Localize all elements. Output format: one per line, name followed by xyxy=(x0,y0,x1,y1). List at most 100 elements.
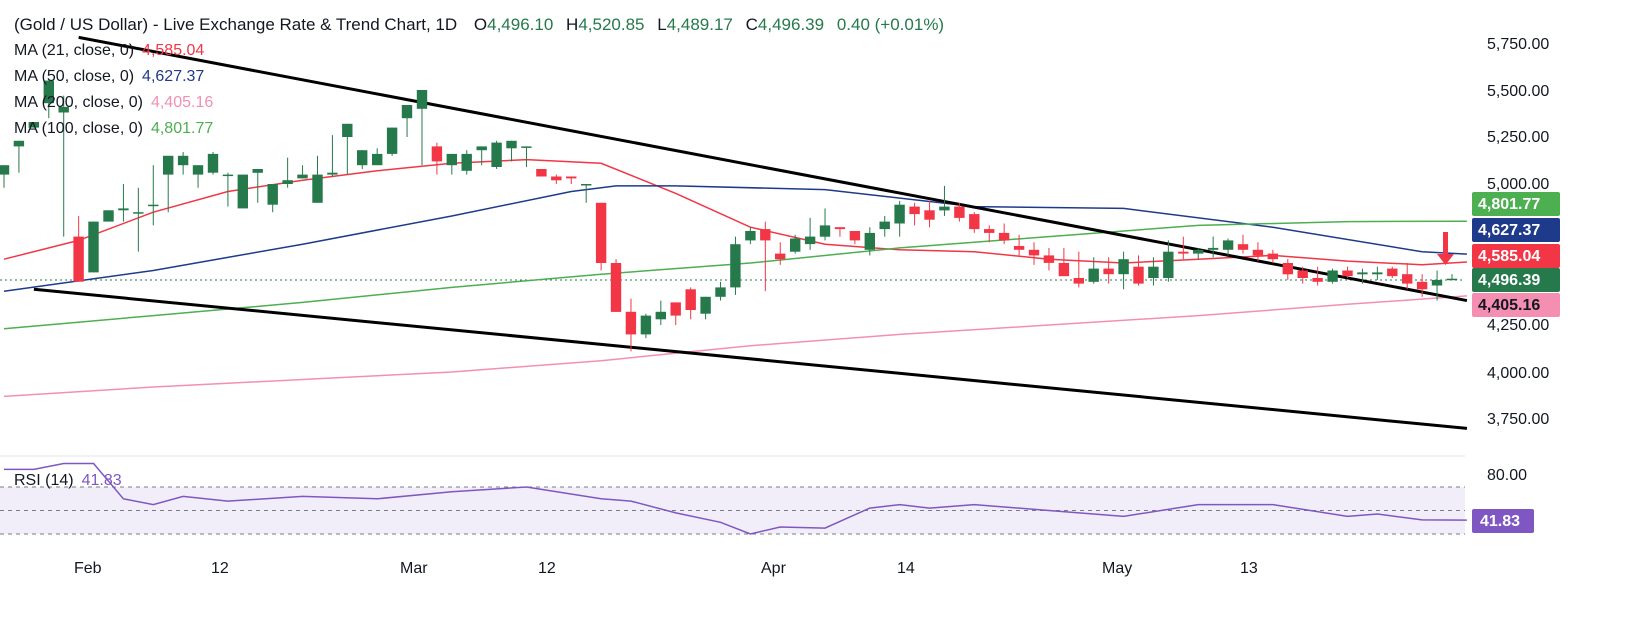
candle[interactable] xyxy=(984,225,995,243)
candle[interactable] xyxy=(536,168,547,177)
candle[interactable] xyxy=(43,80,54,119)
candle[interactable] xyxy=(13,140,25,173)
candle[interactable] xyxy=(1148,257,1159,286)
candle[interactable] xyxy=(685,287,696,320)
candle[interactable] xyxy=(819,208,831,241)
candle[interactable] xyxy=(1372,266,1383,280)
candle[interactable] xyxy=(177,152,189,175)
candle[interactable] xyxy=(566,176,577,184)
candle[interactable] xyxy=(640,313,652,339)
candle[interactable] xyxy=(1267,249,1278,263)
candle[interactable] xyxy=(954,202,965,222)
candle[interactable] xyxy=(103,210,114,222)
candle[interactable] xyxy=(894,200,905,237)
candle[interactable] xyxy=(1431,270,1443,301)
candle[interactable] xyxy=(581,184,592,203)
candle[interactable] xyxy=(864,227,875,256)
candle[interactable] xyxy=(551,174,562,184)
candle[interactable] xyxy=(222,172,234,207)
candle[interactable] xyxy=(1252,242,1264,262)
candle[interactable] xyxy=(431,142,443,175)
candle[interactable] xyxy=(670,302,681,325)
candle[interactable] xyxy=(372,148,383,166)
candle[interactable] xyxy=(491,140,502,169)
candle[interactable] xyxy=(267,184,278,213)
candle[interactable] xyxy=(416,90,428,166)
candle[interactable] xyxy=(1312,266,1323,286)
ma21-legend[interactable]: MA (21, close, 0) 4,585.04 xyxy=(14,42,204,59)
candle[interactable] xyxy=(446,153,457,175)
candle[interactable] xyxy=(969,212,980,233)
candle[interactable] xyxy=(655,300,666,325)
candle[interactable] xyxy=(760,221,771,292)
candle[interactable] xyxy=(1073,251,1084,288)
candle[interactable] xyxy=(1088,257,1099,284)
ma50-legend[interactable]: MA (50, close, 0) 4,627.37 xyxy=(14,68,204,85)
candle[interactable] xyxy=(998,223,1010,245)
candle[interactable] xyxy=(506,140,517,162)
candle[interactable] xyxy=(700,296,711,320)
candle[interactable] xyxy=(1103,257,1114,284)
candle[interactable] xyxy=(1402,262,1413,290)
candle[interactable] xyxy=(1178,236,1189,260)
candle[interactable] xyxy=(401,105,413,137)
candle[interactable] xyxy=(595,202,607,271)
candle[interactable] xyxy=(745,227,756,245)
candle[interactable] xyxy=(924,200,935,228)
candle[interactable] xyxy=(118,184,129,222)
candle[interactable] xyxy=(386,127,398,156)
candle[interactable] xyxy=(804,217,816,250)
candle[interactable] xyxy=(1416,274,1428,297)
candle[interactable] xyxy=(521,146,532,168)
candle[interactable] xyxy=(297,165,308,179)
candle[interactable] xyxy=(28,121,39,128)
candle[interactable] xyxy=(610,259,622,312)
candle[interactable] xyxy=(342,123,353,175)
candle[interactable] xyxy=(1028,242,1040,265)
candle[interactable] xyxy=(327,135,338,177)
candle[interactable] xyxy=(1222,238,1234,256)
candle[interactable] xyxy=(775,242,786,265)
candle[interactable] xyxy=(879,215,890,237)
candle[interactable] xyxy=(1133,255,1144,286)
candle[interactable] xyxy=(909,202,920,226)
candle[interactable] xyxy=(88,221,99,273)
candle[interactable] xyxy=(73,215,84,282)
candle[interactable] xyxy=(849,231,861,245)
candle[interactable] xyxy=(1013,234,1025,256)
price-chart[interactable]: 5,750.00 5,500.00 5,250.00 5,000.00 4,25… xyxy=(0,0,1568,590)
candle[interactable] xyxy=(790,234,801,254)
candle[interactable] xyxy=(1282,259,1293,280)
candle[interactable] xyxy=(461,150,472,175)
candle[interactable] xyxy=(1193,247,1204,260)
candle[interactable] xyxy=(237,174,248,209)
candle[interactable] xyxy=(1342,266,1353,278)
candle[interactable] xyxy=(1237,234,1249,254)
candle[interactable] xyxy=(1043,247,1055,271)
candle[interactable] xyxy=(1387,266,1398,278)
candle[interactable] xyxy=(252,168,263,203)
candle[interactable] xyxy=(939,185,950,216)
candle[interactable] xyxy=(1118,251,1129,290)
candle[interactable] xyxy=(625,298,637,352)
candle[interactable] xyxy=(1058,247,1070,277)
candles[interactable] xyxy=(0,80,1458,352)
candle[interactable] xyxy=(148,165,159,226)
candle[interactable] xyxy=(476,146,487,166)
candle[interactable] xyxy=(58,95,69,237)
candle[interactable] xyxy=(1327,268,1338,284)
rsi-legend[interactable]: RSI (14) 41.83 xyxy=(14,472,122,489)
candle[interactable] xyxy=(1163,240,1174,282)
ma200-legend[interactable]: MA (200, close, 0) 4,405.16 xyxy=(14,94,213,111)
candle[interactable] xyxy=(192,165,204,188)
candle[interactable] xyxy=(715,281,726,301)
candle[interactable] xyxy=(0,165,10,188)
candle[interactable] xyxy=(1207,236,1219,258)
candle[interactable] xyxy=(312,155,323,203)
candle[interactable] xyxy=(163,155,174,213)
candle[interactable] xyxy=(834,227,846,237)
candle[interactable] xyxy=(133,187,144,252)
trendline-upper[interactable] xyxy=(78,35,1468,303)
candle[interactable] xyxy=(1357,268,1368,284)
trendline-lower[interactable] xyxy=(33,287,1468,430)
